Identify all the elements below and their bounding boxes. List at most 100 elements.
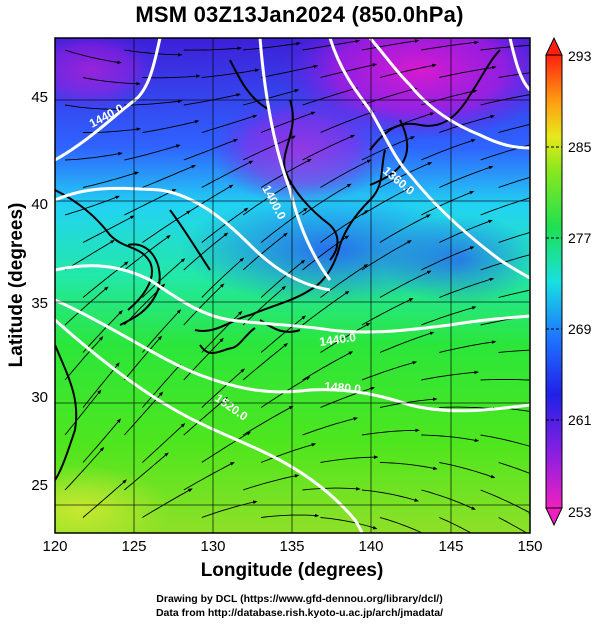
streamline	[320, 322, 371, 353]
y-tick-label: 45	[31, 89, 48, 106]
streamline	[201, 68, 260, 78]
streamline	[439, 340, 497, 353]
streamline	[480, 379, 530, 381]
credits-data: Data from http://database.rish.kyoto-u.a…	[155, 607, 444, 619]
temperature-field	[55, 38, 530, 533]
streamline	[439, 406, 498, 411]
x-tick-label: 140	[358, 538, 383, 555]
streamline	[183, 337, 224, 381]
y-tick-label: 35	[31, 295, 48, 312]
streamline	[201, 207, 249, 243]
streamline	[183, 461, 235, 491]
streamline	[320, 63, 378, 78]
streamline	[498, 176, 530, 188]
streamline	[64, 336, 104, 381]
streamline	[379, 397, 438, 408]
streamline	[302, 87, 359, 106]
grid-lines	[55, 38, 530, 533]
streamline	[183, 396, 228, 436]
streamline	[64, 104, 124, 112]
streamline	[242, 474, 300, 491]
streamline	[183, 283, 225, 326]
streamline	[260, 315, 307, 353]
streamline	[480, 44, 530, 51]
x-tick-label: 135	[279, 538, 304, 555]
streamline	[183, 46, 242, 51]
streamline	[261, 64, 319, 78]
streamline	[480, 489, 530, 515]
streamline	[379, 331, 435, 353]
x-tick-label: 150	[517, 538, 542, 555]
streamline	[242, 135, 297, 161]
streamline	[379, 517, 424, 533]
streamline	[183, 184, 234, 216]
colorbar-min-arrow	[545, 507, 563, 527]
streamline	[142, 120, 200, 133]
streamline	[124, 188, 177, 216]
streamline	[82, 171, 140, 188]
streamline	[439, 517, 472, 533]
streamline	[320, 517, 378, 530]
streamline	[142, 165, 197, 188]
streamline	[320, 111, 375, 133]
streamline	[361, 136, 416, 161]
plot-frame	[54, 37, 531, 534]
streamline	[379, 112, 435, 133]
streamline	[183, 232, 229, 271]
streamline	[82, 418, 122, 463]
streamline	[498, 72, 530, 78]
streamline	[498, 517, 528, 533]
streamline	[302, 235, 350, 271]
x-tick-label: 125	[121, 538, 146, 555]
streamline	[124, 391, 164, 436]
x-tick-label: 145	[438, 538, 463, 555]
streamline	[302, 134, 356, 161]
streamline	[242, 405, 294, 436]
streamline	[480, 197, 530, 216]
streamline	[124, 452, 169, 491]
streamline	[480, 144, 530, 161]
streamline	[260, 259, 306, 298]
x-tick-label: 130	[200, 538, 225, 555]
streamline	[64, 446, 105, 491]
streamline	[421, 139, 476, 161]
streamline	[498, 462, 530, 474]
streamline	[302, 183, 352, 216]
streamline	[439, 65, 497, 78]
streamline	[421, 89, 478, 106]
map-title: MSM 03Z13Jan2024 (850.0hPa)	[135, 2, 464, 27]
streamline	[439, 165, 494, 188]
streamline	[421, 434, 480, 442]
streamline	[320, 210, 369, 243]
x-axis-ticks: 120 125 130 135 140 145 150	[42, 538, 542, 555]
streamline	[439, 462, 496, 479]
credits: Drawing by DCL (https://www.gfd-dennou.o…	[0, 592, 599, 620]
credits-drawing: Drawing by DCL (https://www.gfd-dennou.o…	[156, 593, 443, 605]
streamline	[421, 370, 479, 381]
contour-label-1440-south: 1440.0	[318, 330, 357, 349]
colorbar-tick-label: 277	[568, 230, 592, 246]
streamline	[64, 49, 122, 65]
streamline	[124, 234, 171, 271]
colorbar-tick-label: 269	[568, 321, 592, 337]
streamline	[379, 462, 438, 471]
streamline	[82, 215, 135, 243]
streamline	[320, 264, 369, 298]
colorbar: 293 285 277 269 261 253	[545, 36, 592, 527]
streamline	[498, 289, 530, 298]
streamline	[82, 479, 127, 518]
y-axis-ticks: 25 30 35 40 45	[31, 89, 48, 494]
streamline	[243, 41, 301, 51]
streamline	[142, 363, 181, 408]
streamline	[379, 270, 432, 298]
streamline	[201, 114, 258, 133]
streamline	[302, 290, 350, 326]
streamline	[261, 513, 320, 518]
streamline	[498, 231, 530, 243]
streamline	[82, 362, 120, 408]
streamline	[64, 239, 115, 271]
streamline	[201, 257, 245, 298]
streamline	[183, 138, 239, 161]
y-tick-label: 30	[31, 389, 48, 406]
